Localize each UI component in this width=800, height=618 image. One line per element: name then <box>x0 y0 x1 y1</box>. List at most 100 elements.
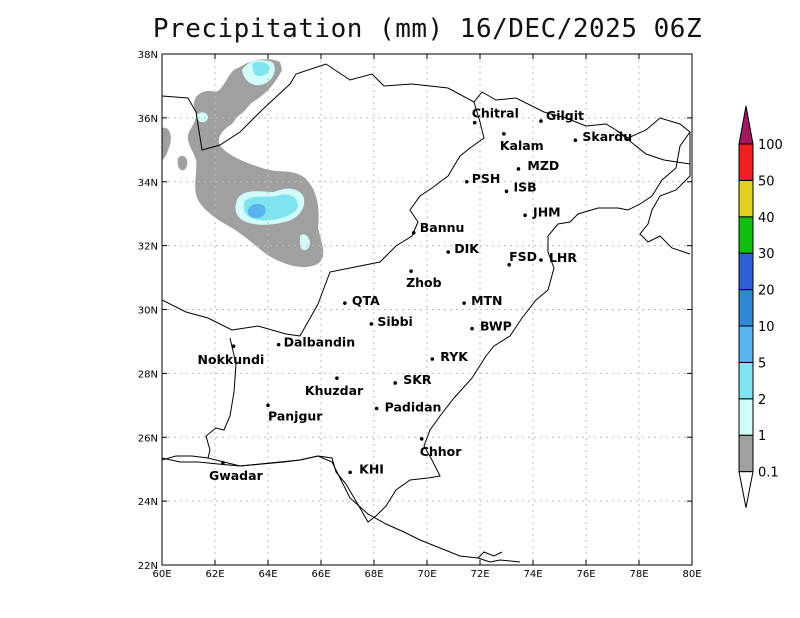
pakistan-border <box>162 63 691 523</box>
colorbar-swatch <box>738 216 754 254</box>
y-tick-label: 22N <box>138 561 158 572</box>
precip-area-2-b <box>252 61 270 76</box>
colorbar-swatch <box>738 143 754 181</box>
city-marker <box>573 138 578 143</box>
x-tick-label: 64E <box>258 569 277 580</box>
city-label: LHR <box>549 250 577 265</box>
x-tick-label: 78E <box>629 569 648 580</box>
colorbar-label: 1 <box>758 429 766 444</box>
precip-area-1-d <box>300 234 310 251</box>
x-tick-label: 62E <box>205 569 224 580</box>
precip-area-5 <box>247 203 266 218</box>
city-marker <box>231 344 236 349</box>
colorbar-swatch <box>738 289 754 327</box>
colorbar-swatch <box>738 398 754 436</box>
colorbar-label: 30 <box>758 247 775 262</box>
city-label: FSD <box>509 249 537 264</box>
city-label: ISB <box>514 179 537 194</box>
city-marker <box>266 403 270 408</box>
map-title: Precipitation (mm) 16/DEC/2025 06Z <box>152 14 703 44</box>
x-tick-label: 80E <box>682 569 701 580</box>
city-marker <box>446 250 451 254</box>
china-border <box>639 132 691 255</box>
country-borders <box>162 63 691 563</box>
city-label: Bannu <box>420 220 465 235</box>
city-marker <box>430 357 435 361</box>
city-label: MTN <box>471 293 502 308</box>
city-label: SKR <box>403 372 432 387</box>
colorbar-swatch <box>738 252 754 291</box>
y-tick-label: 26N <box>138 433 158 444</box>
city-marker <box>462 301 466 305</box>
city-marker <box>419 437 424 441</box>
precip-area-0.1-spot <box>177 155 188 171</box>
x-axis-labels: 60E 62E 64E 66E 68E 70E 72E 74E 76E 78E 80E <box>152 569 701 580</box>
colorbar-label: 0.1 <box>758 466 779 481</box>
city-label: Panjgur <box>268 408 323 423</box>
afghan-iran-border <box>162 299 301 337</box>
precip-area-0.1-west <box>162 127 171 160</box>
city-marker <box>335 376 339 380</box>
x-tick-label: 76E <box>576 569 595 580</box>
x-tick-label: 74E <box>523 569 542 580</box>
city-label: Gwadar <box>209 468 264 483</box>
city-marker <box>502 132 506 136</box>
y-tick-label: 38N <box>138 50 158 61</box>
city-label: QTA <box>352 293 380 308</box>
city-label: KHI <box>359 461 384 476</box>
city-marker <box>472 120 477 125</box>
x-tick-label: 60E <box>152 569 171 580</box>
india-north <box>615 129 691 165</box>
city-marker <box>539 119 543 123</box>
y-tick-label: 30N <box>138 306 158 317</box>
city-marker <box>393 381 398 385</box>
y-tick-label: 24N <box>138 497 158 508</box>
city-marker <box>343 301 347 305</box>
colorbar-label: 100 <box>758 138 783 153</box>
x-tick-label: 66E <box>311 569 330 580</box>
city-marker <box>409 269 413 273</box>
colorbar-label: 50 <box>758 174 775 189</box>
city-marker <box>348 470 352 475</box>
city-label: BWP <box>480 319 512 334</box>
city-label: Chhor <box>420 444 463 459</box>
colorbar-label: 10 <box>758 320 775 335</box>
city-marker <box>276 342 281 347</box>
colorbar-top-arrow <box>738 105 754 145</box>
city-label: Khuzdar <box>305 383 364 398</box>
colorbar-swatch <box>738 361 754 400</box>
city-marker <box>411 231 416 235</box>
city-label: MZD <box>527 158 559 173</box>
city-label: PSH <box>472 171 501 186</box>
city-marker <box>523 213 527 218</box>
city-label: RYK <box>440 349 469 364</box>
city-label: DIK <box>454 241 480 256</box>
city-label: Dalbandin <box>284 335 356 350</box>
city-marker <box>507 262 511 267</box>
x-tick-label: 68E <box>364 569 383 580</box>
y-tick-label: 28N <box>138 369 158 380</box>
afghanistan-line <box>299 101 485 337</box>
colorbar-swatch <box>738 179 754 218</box>
city-label: Kalam <box>500 138 544 153</box>
city-marker <box>539 258 543 262</box>
x-tick-label: 72E <box>470 569 489 580</box>
axis-ticks <box>161 53 693 566</box>
city-label: Chitral <box>472 106 519 121</box>
city-marker <box>374 406 379 411</box>
city-label: Padidan <box>385 400 442 415</box>
city-label: Nokkundi <box>198 352 265 367</box>
y-axis-labels: 22N 24N 26N 28N 30N 32N 34N 36N 38N <box>138 50 158 572</box>
city-label: Zhob <box>406 275 442 290</box>
city-marker <box>221 461 225 465</box>
afghanistan-south <box>205 337 237 459</box>
coast <box>162 455 521 563</box>
y-tick-label: 34N <box>138 178 158 189</box>
city-label: Sibbi <box>377 314 412 329</box>
precip-area-1-b <box>196 112 208 123</box>
colorbar-label: 2 <box>758 393 766 408</box>
city-marker <box>464 179 469 184</box>
city-marker <box>369 322 374 326</box>
colorbar-bottom-arrow <box>738 471 754 508</box>
